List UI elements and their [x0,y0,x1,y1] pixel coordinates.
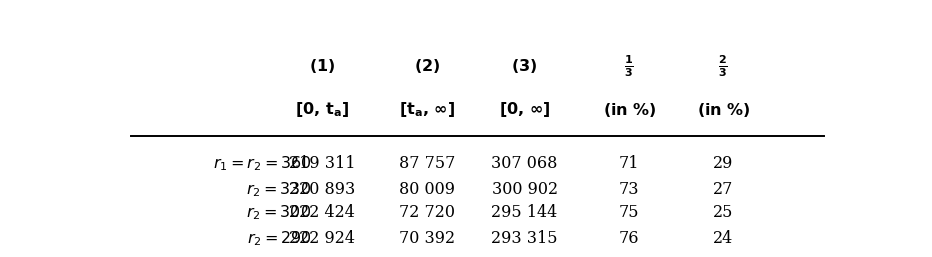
Text: $\mathbf{\frac{2}{3}}$: $\mathbf{\frac{2}{3}}$ [719,53,728,79]
Text: 73: 73 [619,181,639,198]
Text: 222 424: 222 424 [290,204,355,221]
Text: 71: 71 [619,155,639,172]
Text: $r_2 = 300$: $r_2 = 300$ [246,204,311,222]
Text: 24: 24 [713,230,733,247]
Text: $r_2 = 330$: $r_2 = 330$ [246,180,311,198]
Text: $\mathbf{[t_a,\,\infty]}$: $\mathbf{[t_a,\,\infty]}$ [399,100,455,120]
Text: 72 720: 72 720 [399,204,455,221]
Text: $\mathbf{[0,\,t_a]}$: $\mathbf{[0,\,t_a]}$ [295,100,350,120]
Text: 300 902: 300 902 [491,181,557,198]
Text: $\mathbf{(2)}$: $\mathbf{(2)}$ [414,58,440,76]
Text: 219 311: 219 311 [289,155,356,172]
Text: $r_2 = 290$: $r_2 = 290$ [247,229,311,248]
Text: 70 392: 70 392 [399,230,455,247]
Text: 25: 25 [713,204,733,221]
Text: $\mathbf{(1)}$: $\mathbf{(1)}$ [309,58,336,76]
Text: 222 924: 222 924 [289,230,355,247]
Text: 29: 29 [713,155,733,172]
Text: 75: 75 [619,204,639,221]
Text: $\mathbf{\frac{1}{3}}$: $\mathbf{\frac{1}{3}}$ [624,53,635,79]
Text: $\mathbf{[0,\,\infty]}$: $\mathbf{[0,\,\infty]}$ [499,100,550,120]
Text: 307 068: 307 068 [491,155,557,172]
Text: 27: 27 [713,181,733,198]
Text: 293 315: 293 315 [491,230,558,247]
Text: 295 144: 295 144 [491,204,557,221]
Text: 76: 76 [619,230,639,247]
Text: $\mathbf{(3)}$: $\mathbf{(3)}$ [512,58,538,76]
Text: 87 757: 87 757 [399,155,455,172]
Text: $r_1 = r_2 = 360$: $r_1 = r_2 = 360$ [212,154,311,173]
Text: 220 893: 220 893 [289,181,355,198]
Text: $\mathbf{(in\ \%)}$: $\mathbf{(in\ \%)}$ [603,101,656,119]
Text: $\mathbf{(in\ \%)}$: $\mathbf{(in\ \%)}$ [696,101,750,119]
Text: 80 009: 80 009 [399,181,455,198]
